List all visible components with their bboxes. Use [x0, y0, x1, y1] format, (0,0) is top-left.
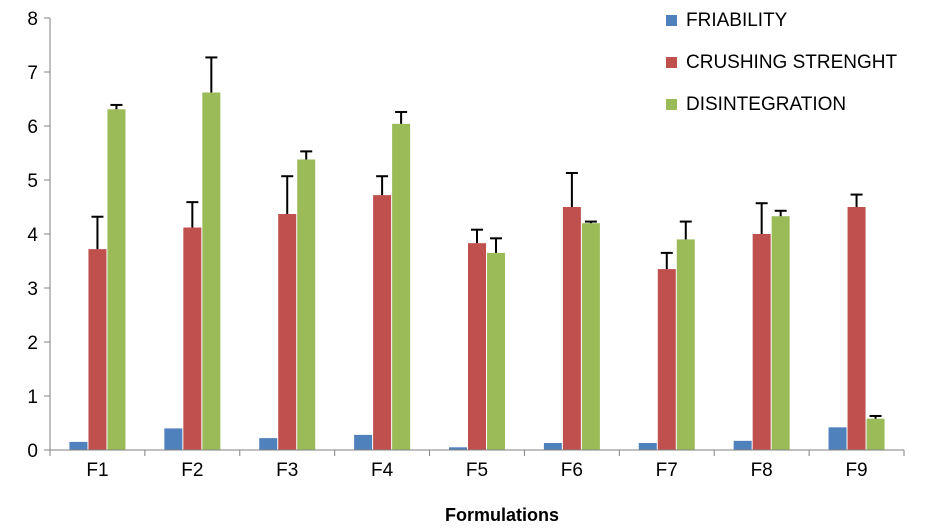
x-axis-title: Formulations: [445, 505, 559, 525]
legend-swatch: [666, 57, 677, 68]
bar: [866, 418, 885, 450]
y-tick-label: 7: [27, 63, 38, 84]
bar: [733, 440, 752, 450]
y-tick-label: 4: [27, 225, 38, 246]
bar: [202, 92, 221, 451]
x-tick-label: F4: [371, 460, 394, 481]
y-tick-label: 1: [27, 387, 38, 408]
bar: [752, 234, 771, 450]
bar: [354, 434, 373, 450]
x-tick-label: F2: [181, 460, 203, 481]
bar: [164, 428, 183, 450]
x-tick-label: F5: [466, 460, 488, 481]
y-tick-label: 8: [27, 9, 38, 30]
bar: [847, 207, 866, 450]
legend-label: FRIABILITY: [686, 10, 788, 31]
legend-label: CRUSHING STRENGHT: [686, 52, 898, 73]
bar: [676, 239, 695, 450]
x-tick-label: F7: [656, 460, 678, 481]
y-tick-label: 2: [27, 333, 38, 354]
bar: [771, 216, 790, 450]
series-disintegration: [107, 92, 885, 451]
bar: [487, 252, 505, 450]
bar-series-group: [69, 92, 885, 451]
legend-swatch: [666, 15, 677, 26]
bar: [297, 159, 316, 451]
legend: FRIABILITY CRUSHING STRENGHT DISINTEGRATIO…: [666, 10, 898, 115]
legend-label: DISINTEGRATION: [686, 94, 846, 115]
error-bar-group: [91, 56, 882, 419]
bar: [107, 109, 126, 450]
series-friability: [69, 427, 847, 450]
series-crushing-strenght: [88, 195, 866, 450]
bar: [278, 214, 297, 450]
x-tick-label: F3: [276, 460, 298, 481]
x-tick-label: F6: [561, 460, 583, 481]
legend-swatch: [666, 99, 677, 110]
bar: [638, 442, 657, 450]
bar: [69, 441, 88, 450]
x-tick-label: F8: [751, 460, 773, 481]
bar: [183, 227, 202, 450]
bar: [392, 123, 411, 450]
bar: [657, 269, 676, 450]
bar: [543, 442, 562, 450]
x-axis-ticks: F1 F2 F3 F4 F5 F6 F7 F8 F9: [49, 450, 905, 481]
y-tick-label: 3: [27, 279, 38, 300]
bar: [562, 207, 581, 450]
bar: [828, 427, 847, 450]
bar: [581, 223, 600, 450]
bar: [259, 438, 278, 450]
y-tick-label: 5: [27, 171, 38, 192]
y-tick-label: 6: [27, 117, 38, 138]
y-tick-label: 0: [27, 441, 38, 462]
bar: [468, 243, 486, 450]
x-tick-label: F1: [86, 460, 108, 481]
y-axis-ticks: 0 1 2 3 4 5 6 7 8: [27, 9, 50, 462]
bar: [449, 447, 467, 450]
x-tick-label: F9: [845, 460, 867, 481]
bar: [373, 195, 392, 450]
bar: [88, 249, 107, 450]
